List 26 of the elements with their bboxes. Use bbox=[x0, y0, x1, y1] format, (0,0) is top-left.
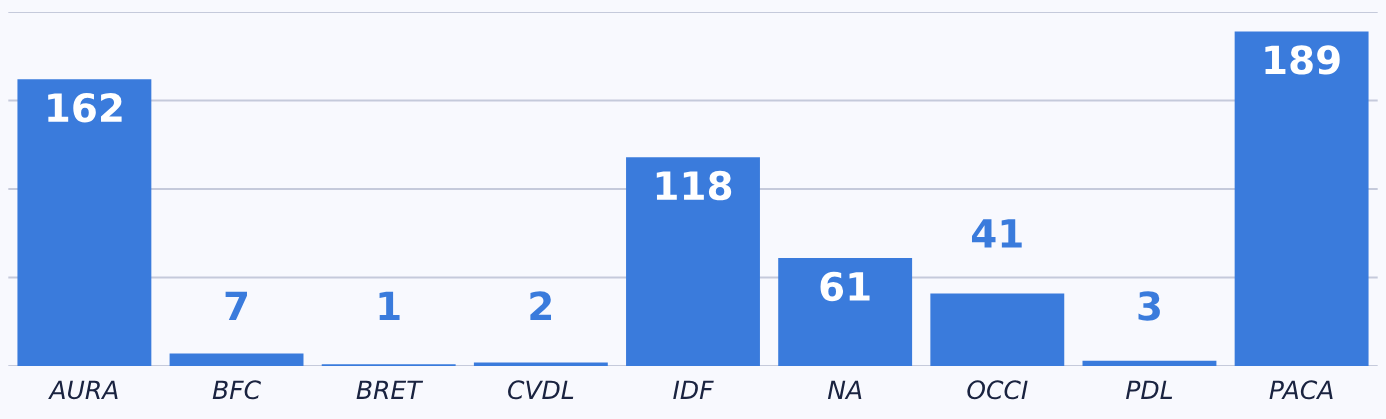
bar bbox=[17, 79, 152, 366]
bar bbox=[778, 258, 913, 366]
x-tick-label: AURA bbox=[48, 380, 118, 400]
x-tick-label: BRET bbox=[356, 380, 424, 399]
x-tick-label: NA bbox=[827, 380, 862, 399]
data-label: 162 bbox=[48, 92, 122, 123]
x-tick-label: OCCI bbox=[967, 380, 1028, 400]
x-tick-label: CVDL bbox=[508, 380, 574, 400]
data-label: 7 bbox=[225, 291, 247, 321]
bar bbox=[473, 362, 608, 366]
data-label: 61 bbox=[820, 271, 870, 302]
data-label: 3 bbox=[1138, 291, 1160, 321]
data-label: 118 bbox=[656, 170, 732, 201]
bar bbox=[1082, 360, 1217, 366]
x-tick-label: PDL bbox=[1126, 380, 1173, 399]
data-label: 1 bbox=[379, 291, 400, 321]
data-label: 2 bbox=[530, 291, 551, 321]
x-tick-label: IDF bbox=[673, 380, 714, 399]
x-tick-label: PACA bbox=[1269, 380, 1333, 400]
data-label: 41 bbox=[972, 219, 1022, 248]
bar bbox=[1234, 31, 1369, 366]
x-tick-label: BFC bbox=[212, 380, 261, 400]
bar bbox=[626, 157, 760, 366]
bar bbox=[169, 353, 304, 366]
bar bbox=[930, 293, 1065, 366]
data-label: 189 bbox=[1265, 45, 1340, 75]
